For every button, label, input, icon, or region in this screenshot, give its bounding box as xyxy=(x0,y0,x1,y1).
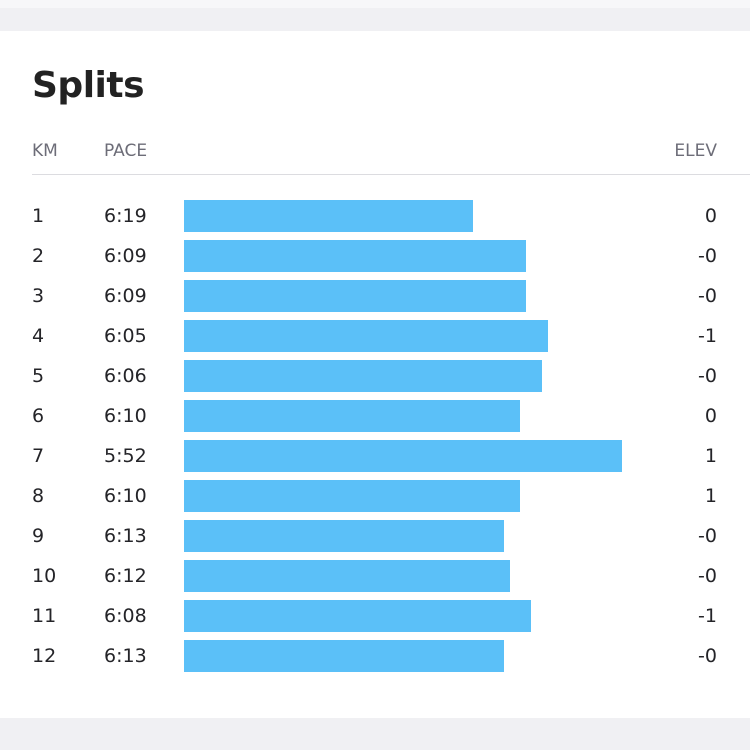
km-cell: 4 xyxy=(32,325,45,347)
pace-cell: 6:13 xyxy=(104,645,147,667)
pace-cell: 6:19 xyxy=(104,205,147,227)
divider xyxy=(32,174,750,175)
pace-bar xyxy=(184,400,521,432)
elev-cell: -0 xyxy=(698,525,717,547)
pace-bar xyxy=(184,280,526,312)
pace-cell: 6:12 xyxy=(104,565,147,587)
column-header: PACE xyxy=(104,141,148,161)
km-cell: 10 xyxy=(32,565,57,587)
pace-bar xyxy=(184,360,542,392)
km-cell: 1 xyxy=(32,205,45,227)
top-strip xyxy=(0,0,750,8)
km-cell: 11 xyxy=(32,605,57,627)
title: Splits xyxy=(32,65,145,106)
pace-bar xyxy=(184,640,505,672)
pace-cell: 6:06 xyxy=(104,365,147,387)
pace-bar xyxy=(184,240,526,272)
elev-cell: 1 xyxy=(704,445,717,467)
elev-cell: -0 xyxy=(698,565,717,587)
km-cell: 8 xyxy=(32,485,45,507)
pace-cell: 5:52 xyxy=(104,445,147,467)
elev-cell: 1 xyxy=(704,485,717,507)
column-header: KM xyxy=(32,141,58,161)
km-cell: 3 xyxy=(32,285,45,307)
pace-bar xyxy=(184,200,473,232)
pace-bar xyxy=(184,320,548,352)
elev-cell: 0 xyxy=(704,205,717,227)
pace-cell: 6:05 xyxy=(104,325,147,347)
km-cell: 7 xyxy=(32,445,45,467)
pace-bar xyxy=(184,440,622,472)
km-cell: 9 xyxy=(32,525,45,547)
pace-bar xyxy=(184,600,532,632)
km-cell: 2 xyxy=(32,245,45,267)
splits-card: Splits KM PACE ELEV 1 6:19 0 2 6:09 -0 3 6:09 -0… xyxy=(0,31,750,718)
km-cell: 5 xyxy=(32,365,45,387)
elev-cell: 0 xyxy=(704,405,717,427)
elev-cell: -0 xyxy=(698,645,717,667)
elev-cell: -1 xyxy=(698,325,717,347)
pace-cell: 6:10 xyxy=(104,405,147,427)
pace-cell: 6:09 xyxy=(104,245,147,267)
elev-cell: -0 xyxy=(698,285,717,307)
elev-cell: -1 xyxy=(698,605,717,627)
pace-bar xyxy=(184,480,521,512)
pace-cell: 6:09 xyxy=(104,285,147,307)
elev-cell: -0 xyxy=(698,245,717,267)
pace-bar xyxy=(184,520,505,552)
pace-cell: 6:08 xyxy=(104,605,147,627)
km-cell: 12 xyxy=(32,645,57,667)
column-header: ELEV xyxy=(674,141,717,161)
pace-cell: 6:13 xyxy=(104,525,147,547)
pace-bar xyxy=(184,560,510,592)
elev-cell: -0 xyxy=(698,365,717,387)
km-cell: 6 xyxy=(32,405,45,427)
pace-cell: 6:10 xyxy=(104,485,147,507)
